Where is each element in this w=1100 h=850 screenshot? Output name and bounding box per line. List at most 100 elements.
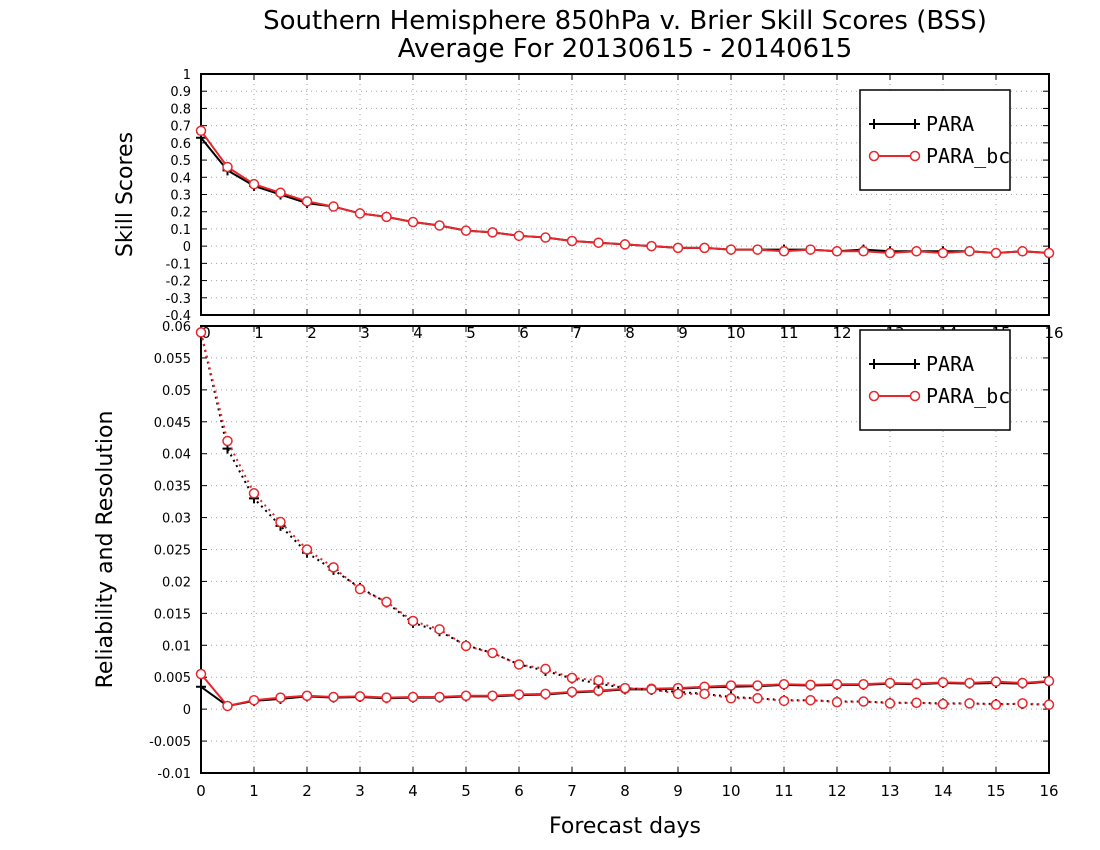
data-point xyxy=(354,208,366,219)
data-point xyxy=(858,678,869,690)
y-tick-label: 0.05 xyxy=(162,384,191,399)
y-tick-label: 0.055 xyxy=(154,352,191,367)
data-point xyxy=(540,232,551,243)
data-point xyxy=(275,692,286,703)
data-point xyxy=(858,246,869,257)
data-point xyxy=(619,682,631,694)
data-point xyxy=(566,235,578,247)
y-axis-label: Reliability and Resolution xyxy=(93,411,118,689)
y-tick-label: -0.01 xyxy=(157,767,191,782)
x-axis-ticks xyxy=(200,74,1050,315)
x-tick-label: 13 xyxy=(880,782,899,800)
data-point xyxy=(937,698,949,710)
data-point xyxy=(884,677,896,689)
data-point xyxy=(248,178,260,190)
data-point xyxy=(778,246,790,257)
data-point xyxy=(831,246,843,257)
data-point xyxy=(778,678,790,690)
data-point xyxy=(487,690,498,701)
legend-box xyxy=(859,89,1011,191)
x-tick-label-top: 3 xyxy=(360,324,370,342)
data-point xyxy=(990,247,1002,259)
data-point xyxy=(805,679,816,691)
data-point xyxy=(699,242,710,254)
x-tick-label: 0 xyxy=(196,782,206,800)
legend-label: PARA_bc xyxy=(926,144,1010,168)
series-group xyxy=(195,125,1055,259)
data-point xyxy=(964,677,975,689)
data-point xyxy=(990,699,1002,710)
legend: PARA PARA_bc xyxy=(859,329,1011,431)
data-point xyxy=(646,684,657,695)
data-point xyxy=(964,246,975,257)
x-tick-label-top: 16 xyxy=(1044,324,1063,342)
x-tick-label: 15 xyxy=(986,782,1005,800)
data-point xyxy=(752,693,763,704)
data-point xyxy=(513,689,525,700)
chart-panel-1: 1 0.9 0.8 0.7 0.6 0.5 0.4 0.3 0.2 0.1 0 -0.1 -0.2 -0.… xyxy=(113,68,1055,324)
data-point xyxy=(1017,677,1028,689)
data-point xyxy=(222,700,233,712)
x-tick-label-top: 2 xyxy=(307,324,317,342)
data-point xyxy=(407,615,419,627)
x-tick-label-top: 1 xyxy=(254,324,264,342)
data-point xyxy=(248,694,260,706)
data-point xyxy=(593,675,604,686)
y-tick-label: 0.2 xyxy=(170,206,191,221)
data-point xyxy=(752,680,763,691)
data-point xyxy=(434,624,445,635)
data-point xyxy=(434,691,445,703)
data-point xyxy=(195,668,207,680)
data-point xyxy=(195,327,207,338)
data-point xyxy=(434,220,445,231)
x-tick-label-top: 12 xyxy=(832,324,851,342)
data-point xyxy=(275,516,286,528)
data-point xyxy=(990,676,1002,687)
data-point xyxy=(540,688,551,700)
data-point xyxy=(911,246,922,257)
data-point xyxy=(593,237,604,248)
data-point xyxy=(354,583,366,595)
data-point xyxy=(911,678,922,689)
x-tick-label-top: 9 xyxy=(678,324,688,342)
data-point xyxy=(884,247,896,259)
data-point xyxy=(195,125,207,137)
data-point xyxy=(301,196,313,207)
data-point xyxy=(778,695,790,707)
data-point xyxy=(407,691,419,703)
data-point xyxy=(1043,247,1055,259)
y-tick-label: 0.3 xyxy=(170,189,191,204)
legend-marker xyxy=(909,390,921,402)
data-point xyxy=(301,544,313,555)
x-tick-label-top: 4 xyxy=(413,324,423,342)
y-tick-label: 0.8 xyxy=(170,102,191,117)
series-para-bc xyxy=(195,125,1055,259)
chart-subtitle: Average For 20130615 - 20140615 xyxy=(398,34,853,64)
y-tick-label: 0.01 xyxy=(162,639,191,654)
legend-marker xyxy=(869,119,920,129)
data-point xyxy=(566,672,578,684)
data-point xyxy=(725,693,737,704)
y-tick-label: 0.04 xyxy=(162,448,191,463)
data-point xyxy=(222,161,233,173)
data-point xyxy=(937,247,949,259)
data-point xyxy=(354,691,366,702)
x-axis-label: Forecast days xyxy=(549,814,701,839)
legend-marker xyxy=(869,359,920,369)
data-point xyxy=(831,678,843,690)
y-tick-label: 0.045 xyxy=(154,416,191,431)
x-tick-label-top: 8 xyxy=(625,324,635,342)
data-point xyxy=(831,696,843,708)
data-point xyxy=(381,596,392,608)
x-tick-label: 8 xyxy=(620,782,630,800)
data-point xyxy=(911,697,922,709)
y-tick-label: 0.1 xyxy=(170,223,191,238)
x-tick-label-top: 7 xyxy=(572,324,582,342)
x-tick-label: 3 xyxy=(355,782,365,800)
chart-panel-2: 0.060.0550.050.0450.040.0350.030.0250.02… xyxy=(93,320,1064,800)
data-point xyxy=(513,230,525,242)
data-point xyxy=(196,681,206,692)
data-point xyxy=(487,647,498,659)
x-tick-label: 12 xyxy=(827,782,846,800)
